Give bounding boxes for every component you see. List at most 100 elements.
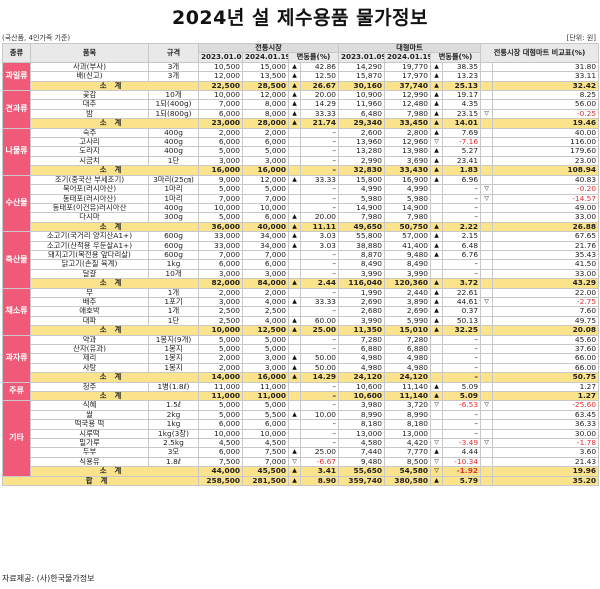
header-market-change: 변동률(%) [287, 52, 340, 63]
item-name: 식용유 [30, 456, 149, 468]
mart-price-2023: 1,990 [338, 287, 386, 298]
market-change-rate: – [299, 249, 340, 261]
market-change-rate: 10.00 [299, 409, 340, 421]
market-price-2024: 5,000 [242, 343, 289, 355]
market-price-2024: 3,000 [242, 268, 289, 280]
mart-change-rate: -3.49 [442, 438, 482, 449]
compare-arrow [480, 202, 494, 214]
compare-rate: 37.60 [492, 343, 600, 355]
item-name: 쌀 [30, 409, 149, 421]
market-change-rate: – [299, 334, 340, 346]
market-price-2023: 12,000 [198, 71, 243, 82]
mart-price-2023: 30,160 [338, 80, 386, 92]
mart-change-arrow [430, 362, 444, 374]
mart-price-2024: 33,430 [384, 165, 432, 176]
market-change-rate: 25.00 [299, 447, 340, 458]
mart-price-2023: 8,870 [338, 249, 386, 261]
compare-rate: -0.20 [492, 184, 600, 195]
market-change-arrow [288, 400, 301, 411]
market-change-rate: – [299, 381, 340, 393]
mart-price-2024: 50,750 [384, 221, 432, 233]
table-row: 닭고기(손질 육계) 1kg 6,000 6,000–8,490 8,490–41.50 [3, 259, 600, 270]
mart-price-2024: 6,880 [384, 343, 432, 355]
market-price-2023: 10,000 [198, 90, 243, 101]
mart-price-2024: 8,490 [384, 259, 432, 270]
table-row: 동태포(이건유)러시아산 400g 10,000 10,000–14,900 14,90… [3, 202, 600, 214]
compare-arrow [480, 212, 494, 223]
market-change-rate: 11.11 [299, 221, 340, 233]
market-price-2024: 10,000 [242, 202, 289, 214]
market-change-arrow [288, 155, 301, 167]
market-price-2023: 6,000 [198, 419, 243, 430]
item-spec: 10개 [148, 268, 199, 280]
compare-arrow [480, 353, 494, 364]
mart-price-2024: 54,580 [384, 466, 432, 477]
mart-change-rate: – [442, 419, 482, 430]
market-price-2024: 7,000 [242, 249, 289, 261]
market-price-2024: 2,500 [242, 306, 289, 317]
market-change-rate: – [299, 343, 340, 355]
item-spec: 1개 [148, 287, 199, 298]
item-name: 배(신고) [30, 71, 149, 82]
mart-price-2023: 3,990 [338, 268, 386, 280]
market-change-rate: 2.44 [299, 278, 340, 289]
compare-arrow [480, 165, 494, 176]
market-change-rate: 50.00 [299, 353, 340, 364]
mart-change-rate: 22.61 [442, 287, 482, 298]
header-market-date1: 2023.01.09. [198, 52, 243, 63]
compare-rate: 66.00 [492, 353, 600, 364]
compare-arrow [480, 221, 494, 233]
mart-change-arrow: ▲ [430, 221, 444, 233]
market-price-2024: 28,000 [242, 118, 289, 129]
market-change-rate: – [299, 202, 340, 214]
header-item: 품목 [30, 43, 149, 63]
mart-change-rate: 5.09 [442, 381, 482, 393]
mart-price-2023: 5,980 [338, 193, 386, 204]
item-spec: 3개 [148, 61, 199, 73]
market-change-rate: 14.29 [299, 99, 340, 110]
category-cell: 과일류 [2, 61, 31, 92]
mart-change-arrow: ▲ [430, 146, 444, 157]
compare-arrow: ▽ [480, 400, 494, 411]
compare-rate: 66.00 [492, 362, 600, 374]
market-price-2023: 10,000 [198, 202, 243, 214]
market-price-2024: 16,000 [242, 372, 289, 383]
mart-price-2023: 13,000 [338, 428, 386, 440]
mart-change-rate: 6.76 [442, 249, 482, 261]
category-cell: 채소류 [2, 287, 31, 336]
mart-change-arrow: ▲ [430, 108, 444, 120]
subtotal-label: 소계 [30, 391, 199, 402]
compare-rate: -0.25 [492, 108, 600, 120]
mart-change-rate: 23.41 [442, 155, 482, 167]
item-spec: 1봉지 [148, 362, 199, 374]
market-price-2024: 34,000 [242, 231, 289, 242]
item-spec: 2.5kg [148, 438, 199, 449]
market-price-2023: 22,500 [198, 80, 243, 92]
subtotal-row: 소계 22,500 28,500 ▲ 26.67 30,160 37,740 ▲ 25.13 32… [3, 80, 600, 92]
mart-price-2024: 14,900 [384, 202, 432, 214]
basis-note: (국산품, 4인가족 기준) [2, 34, 71, 42]
market-price-2023: 10,000 [198, 428, 243, 440]
market-change-rate: 33.33 [299, 296, 340, 308]
item-spec: 1.5ℓ [148, 400, 199, 411]
market-change-arrow: ▲ [288, 71, 301, 82]
market-price-2023: 6,000 [198, 447, 243, 458]
mart-change-rate: – [442, 409, 482, 421]
market-price-2024: 6,000 [242, 212, 289, 223]
mart-change-rate: – [442, 212, 482, 223]
market-change-rate: 25.00 [299, 325, 340, 336]
market-price-2023: 2,000 [198, 362, 243, 374]
mart-change-arrow [430, 419, 444, 430]
market-price-2024: 3,000 [242, 353, 289, 364]
mart-price-2024: 120,360 [384, 278, 432, 289]
market-price-2024: 5,000 [242, 146, 289, 157]
market-price-2023: 36,000 [198, 221, 243, 233]
mart-price-2024: 3,890 [384, 296, 432, 308]
mart-price-2023: 359,740 [338, 475, 386, 487]
source-footer: 자료제공: (사)한국물가정보 [2, 574, 95, 583]
market-price-2023: 5,000 [198, 184, 243, 195]
market-price-2024: 5,500 [242, 409, 289, 421]
mart-change-rate: 5.09 [442, 391, 482, 402]
compare-rate: 8.25 [492, 90, 600, 101]
header-market-date2: 2024.01.19. [242, 52, 289, 63]
